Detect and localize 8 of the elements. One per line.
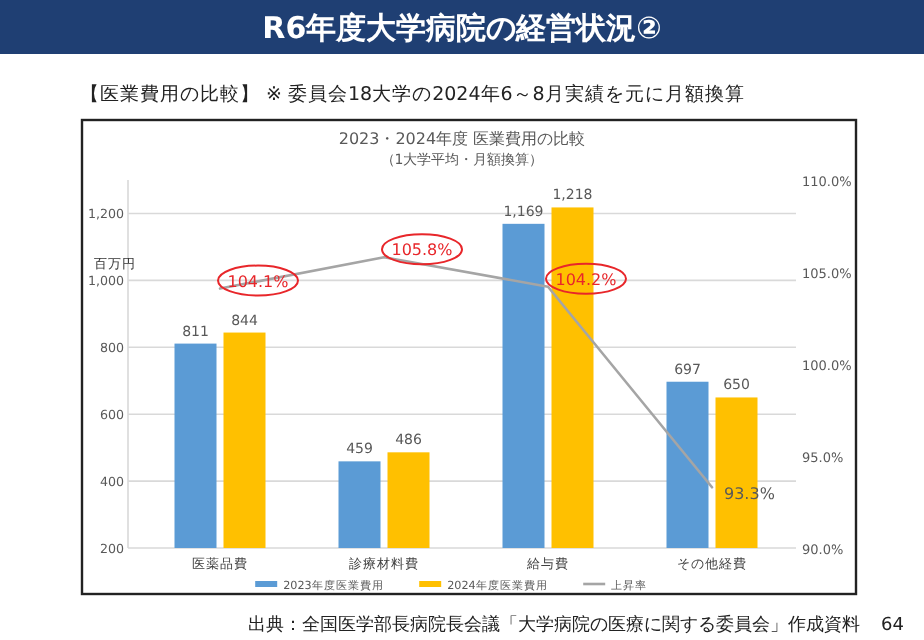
text: 【医業費用の比較】 ※ 委員会18大学の2024年6～8月実績を元に月額換算 <box>80 82 745 106</box>
text: R6年度大学病院の経営状況② <box>262 10 662 46</box>
text: 64 <box>881 616 905 636</box>
line-series <box>218 255 714 489</box>
data-label: 104.1% <box>227 272 290 291</box>
data-label: 105.8% <box>391 241 454 260</box>
chart-title: 2023・2024年度 医業費用の比較 <box>338 130 586 148</box>
source-note: 出典：全国医学部長病院長会議「大学病院の医療に関する委員会」作成資料 <box>248 614 860 636</box>
